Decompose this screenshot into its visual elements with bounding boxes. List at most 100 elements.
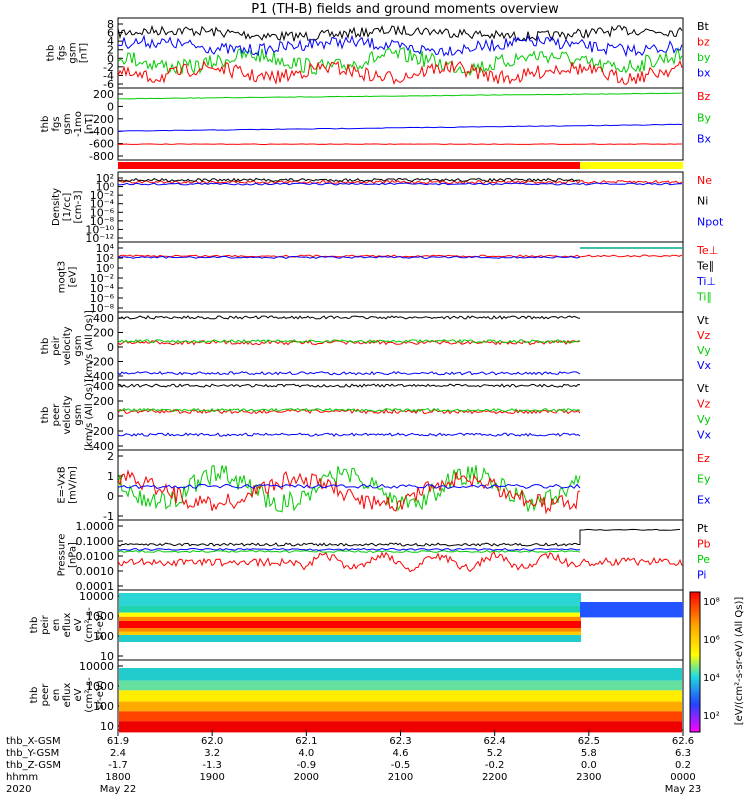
x-tick-label: 0.2 [675, 760, 691, 771]
series-vt [117, 383, 581, 388]
panel-frame [117, 379, 684, 451]
panel-peer-flux: 10000 1000 100 10 thb peer en eflux eV (cm²-s-sr-… [29, 659, 684, 733]
series-group [117, 315, 581, 376]
x-row-label: thb_Y-GSM [6, 748, 59, 759]
y-tick-label: -200 [89, 425, 114, 438]
y-tick-label: 200 [93, 327, 114, 340]
y-axis-label: [km/s (All Qs)] [84, 379, 95, 451]
y-axis-label: fgs [57, 45, 68, 60]
colorbar-label: 10⁴ [703, 673, 720, 684]
x-tick-label: 5.2 [487, 748, 503, 759]
panel-pressure: 1.0000 0.1000 0.0100 0.0010 0.0001 Pressure [n… [57, 519, 711, 593]
y-axis-label: [km/s (All Qs)] [84, 310, 95, 382]
series-vy [117, 338, 581, 344]
x-tick-label: 1800 [105, 772, 130, 783]
spectrogram-band [119, 635, 581, 642]
mode-bar-slow [580, 162, 683, 169]
y-tick-label: 4 [107, 35, 114, 48]
y-axis-label: [nPa] [68, 542, 79, 568]
x-tick-label: 62.5 [578, 736, 600, 747]
colorbar-label: 10² [703, 711, 720, 722]
series-vy [117, 407, 581, 413]
series-group [117, 177, 683, 186]
y-tick-label: 10000 [79, 660, 114, 673]
x-tick-label: May 23 [665, 784, 702, 795]
y-axis-label: eflux [62, 613, 73, 638]
y-tick-label: 10⁴ [96, 242, 115, 255]
x-tick-label: 1900 [199, 772, 224, 783]
y-tick-label: 10⁻⁸ [90, 302, 115, 315]
y-axis-label: thb [46, 45, 57, 62]
y-tick-label: -4 [103, 69, 114, 82]
colorbar-title: [eV/(cm²-s-sr-eV) (All Qs)] [734, 597, 745, 726]
series-pb [117, 551, 683, 573]
y-tick-label: -400 [89, 125, 114, 138]
legend-Vx: Vx [697, 429, 712, 442]
x-tick-label: -0.5 [391, 760, 411, 771]
y-tick-label: 0 [107, 100, 114, 113]
plot-title: P1 (TH-B) fields and ground moments over… [251, 2, 559, 17]
x-tick-label: 62.4 [484, 736, 506, 747]
panel-frame [117, 241, 684, 313]
y-tick-label: 0.0100 [76, 550, 115, 563]
spectrogram-band [119, 631, 581, 635]
y-axis-label: moqt3 [57, 261, 68, 294]
series-bx [117, 34, 683, 58]
spectrogram-band [119, 690, 682, 702]
x-tick-label: 5.8 [581, 748, 597, 759]
y-axis-label: [1/cc] [62, 193, 73, 222]
y-tick-label: 1 [107, 470, 114, 483]
panel-peir-vel: 400 2000 -200-400 thb peir velocity gsm [km/s (… [40, 310, 712, 383]
y-axis-label: (cm²-s- [84, 607, 95, 643]
y-axis-label: thb [40, 116, 51, 133]
x-tick-label: 2200 [482, 772, 507, 783]
y-axis-label: thb [29, 687, 40, 704]
spectrogram-band [119, 701, 682, 712]
y-axis-label: peer [40, 683, 51, 707]
y-tick-label: -400 [89, 440, 114, 453]
legend-Bx: Bx [697, 133, 712, 146]
series-bx-m [117, 123, 683, 132]
x-tick-label: -1.7 [108, 760, 128, 771]
series-group [117, 383, 581, 437]
legend-Pe: Pe [697, 553, 710, 566]
series-vx [117, 432, 581, 437]
series-ni [117, 177, 581, 183]
spectrogram-band [580, 602, 683, 618]
y-tick-label: 10⁻⁶ [90, 292, 115, 305]
x-tick-label: -0.2 [485, 760, 505, 771]
legend-Ne: Ne [697, 174, 712, 187]
y-axis-label: velocity [62, 395, 73, 434]
y-tick-label: 10000 [79, 590, 114, 603]
y-axis-label: gsm [68, 42, 79, 63]
y-axis-label: sr-eV) [95, 680, 106, 709]
x-tick-label: -0.9 [297, 760, 317, 771]
x-tick-label: 0.0 [581, 760, 597, 771]
y-tick-label: 400 [93, 312, 114, 325]
spectrogram-band [119, 721, 682, 733]
x-tick-label: 2300 [576, 772, 601, 783]
panel-exb: 2 1 0 -1 E=-VxB [mV/m] Ez Ey Ex [57, 449, 711, 523]
legend-Vz: Vz [697, 329, 711, 342]
series-ti [117, 255, 581, 259]
legend-By: By [697, 111, 712, 124]
y-axis-label: Density [51, 188, 62, 226]
legend-Ti⊥: Ti⊥ [696, 275, 716, 288]
legend-Ti∥: Ti∥ [696, 291, 712, 304]
series-pe [117, 549, 581, 554]
y-axis-label: [eV] [68, 267, 79, 288]
y-tick-label: 10⁻⁴ [90, 282, 115, 295]
series-vt [117, 315, 581, 320]
x-row-label: 2020 [6, 784, 31, 795]
y-tick-label: 0 [107, 52, 114, 65]
x-tick-label: 0000 [670, 772, 695, 783]
y-tick-label: 8 [107, 18, 114, 31]
x-tick-label: 62.3 [389, 736, 411, 747]
series-by [117, 46, 683, 76]
y-axis-label: eV [73, 688, 84, 701]
x-tick-label: 2000 [294, 772, 319, 783]
y-tick-label: 10⁻² [90, 189, 114, 202]
y-axis-label: thb [29, 617, 40, 634]
y-axis-label: gsm [62, 113, 73, 134]
